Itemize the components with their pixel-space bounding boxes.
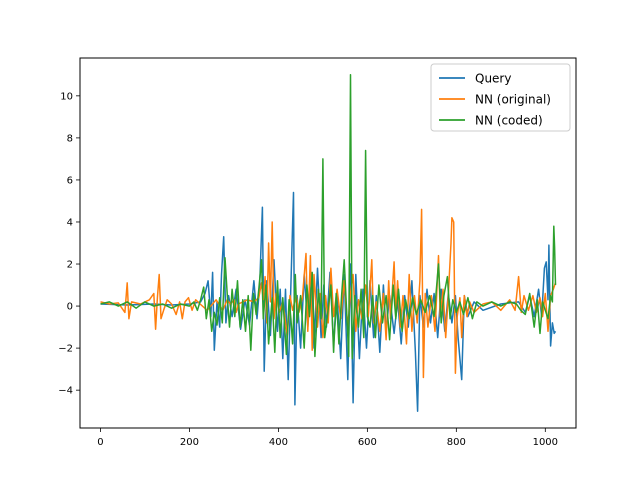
y-tick-label: −2 bbox=[58, 344, 73, 355]
legend-label-2: NN (original) bbox=[475, 93, 551, 107]
y-tick-label: 2 bbox=[67, 260, 73, 271]
series-line-2 bbox=[100, 208, 557, 379]
y-tick-label: 10 bbox=[60, 91, 73, 102]
legend-box bbox=[430, 63, 571, 132]
legend: Query NN (original) NN (coded) bbox=[430, 63, 571, 132]
y-tick-label: 8 bbox=[67, 133, 73, 144]
plot-lines bbox=[100, 74, 557, 412]
x-axis: 0 200 400 600 800 1000 bbox=[97, 428, 558, 448]
y-tick-label: 0 bbox=[67, 302, 73, 313]
x-tick-label: 1000 bbox=[533, 437, 558, 448]
legend-label-3: NN (coded) bbox=[475, 114, 543, 128]
x-tick-label: 0 bbox=[97, 437, 103, 448]
y-tick-label: −4 bbox=[58, 386, 73, 397]
x-tick-label: 800 bbox=[447, 437, 466, 448]
y-tick-label: 4 bbox=[67, 217, 73, 228]
series-line-3 bbox=[100, 74, 557, 360]
x-tick-label: 200 bbox=[180, 437, 199, 448]
y-axis: −4 −2 0 2 4 6 8 10 bbox=[58, 91, 80, 397]
legend-label-1: Query bbox=[475, 72, 511, 86]
y-tick-label: 6 bbox=[67, 175, 73, 186]
x-tick-label: 400 bbox=[269, 437, 288, 448]
x-tick-label: 600 bbox=[358, 437, 377, 448]
axes-frame bbox=[79, 57, 577, 429]
